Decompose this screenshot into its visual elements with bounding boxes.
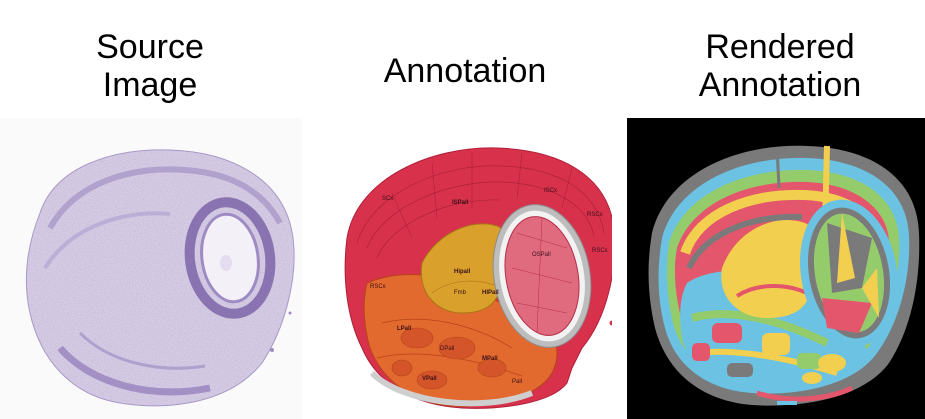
annotation-panel: SCx ISPall ISCx RSCx Hipall OSPall Fmb H… — [322, 118, 612, 419]
label-hipall-2: HIPall — [482, 290, 499, 296]
label-rscx-left: RSCx — [370, 284, 386, 290]
label-ispall: ISPall — [452, 200, 469, 206]
label-scx: SCx — [382, 196, 393, 202]
rendered-title-line1: Rendered — [705, 28, 855, 66]
source-image-panel — [0, 118, 302, 419]
label-rscx-mid: RSCx — [592, 248, 608, 254]
label-lpall: LPall — [397, 326, 412, 332]
atlas-annotation-drawing: SCx ISPall ISCx RSCx Hipall OSPall Fmb H… — [322, 118, 612, 419]
label-vpall: VPall — [422, 376, 437, 382]
label-hipall: Hipall — [454, 269, 471, 275]
rendered-annotation-title: Rendered Annotation — [660, 28, 900, 104]
label-ospall: OSPall — [532, 252, 551, 258]
annotation-title-text: Annotation — [383, 52, 547, 90]
label-iscx: ISCx — [544, 188, 557, 194]
rendered-annotation-drawing — [627, 118, 925, 419]
label-rscx-upper: RSCx — [587, 212, 603, 218]
annotation-title: Annotation — [350, 52, 580, 90]
rendered-annotation-panel — [627, 118, 925, 419]
label-pall: Pall — [512, 379, 522, 385]
nissl-brain-section — [0, 118, 302, 419]
rendered-title-line2: Annotation — [698, 66, 862, 104]
source-image-title: Source Image — [55, 28, 245, 104]
label-fmb: Fmb — [454, 290, 467, 296]
source-title-line1: Source — [96, 28, 204, 66]
source-title-line2: Image — [102, 66, 198, 104]
label-mpall: MPall — [482, 356, 498, 362]
label-dpall: DPall — [440, 346, 454, 352]
